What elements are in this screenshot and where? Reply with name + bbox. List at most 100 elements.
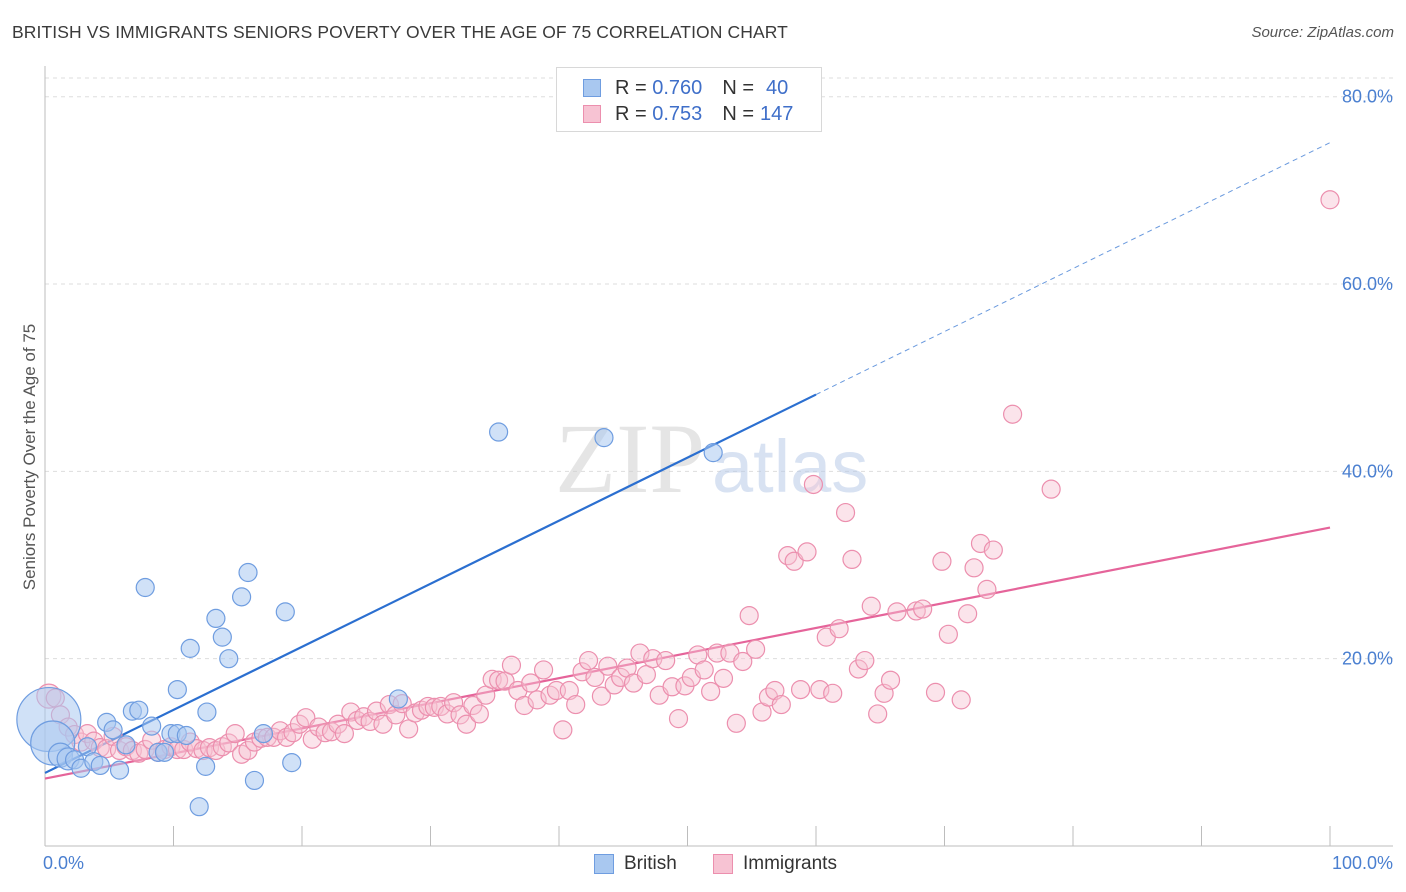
british-point [196,756,216,776]
immigrants-point [835,502,856,523]
immigrants-point [797,542,817,562]
british-point [219,649,239,669]
british-point [206,608,226,629]
immigrants-point [450,705,470,725]
british-point [103,720,123,740]
british-point [129,700,149,720]
immigrants-point [964,558,984,578]
correlation-legend: R = 0.760 N = 40 R = 0.753 N = 147 [556,67,822,132]
immigrants-point [399,719,419,739]
bottom-legend-british: British [594,852,677,876]
immigrants-point [636,665,656,685]
british-point [232,587,252,607]
immigrants-point [431,696,451,717]
immigrants-point [604,675,624,695]
immigrants-point [932,551,952,571]
immigrants-point [521,673,541,693]
watermark-atlas: atlas [712,425,868,508]
immigrants-point [765,680,785,701]
immigrants-point [694,660,714,680]
immigrants-point [1320,190,1340,210]
y-tick-label: 20.0% [1342,649,1393,669]
immigrants-point [938,624,958,644]
immigrants-point [456,714,477,734]
immigrants-point [656,650,676,671]
legend-immigrants-n-value: 147 [760,102,794,125]
british-point [135,577,155,598]
x-tick-label: 0.0% [43,853,84,873]
immigrants-point [559,680,579,701]
immigrants-point [668,709,689,729]
y-tick-label: 40.0% [1342,461,1393,481]
british-point [489,422,509,442]
immigrants-point [469,704,489,724]
trend-line-british-extension [815,142,1331,396]
immigrants-point [855,650,875,671]
legend-british-r-value: 0.760 [652,76,703,99]
immigrants-point [951,690,971,710]
y-tick-label: 80.0% [1342,87,1393,107]
bottom-british-swatch [594,854,614,874]
x-tick-label: 100.0% [1332,853,1393,873]
immigrants-point [591,686,612,706]
chart-source: Source: ZipAtlas.com [1251,24,1394,41]
immigrants-point [598,656,618,676]
british-point [282,753,302,773]
immigrants-point [296,708,316,728]
immigrants-swatch [583,105,601,123]
immigrants-point [887,602,907,622]
trend-british [44,142,1331,774]
points-immigrants [36,190,1340,764]
british-swatch [583,79,601,97]
british-point [176,725,196,746]
immigrants-point [739,605,759,626]
immigrants-point [733,651,753,672]
british-point [167,679,187,700]
bottom-legend-immigrants: Immigrants [713,852,837,876]
y-tick-label: 60.0% [1342,274,1393,294]
bottom-legend-british-label: British [624,853,677,874]
immigrants-point [746,639,766,659]
legend-row-immigrants: R = 0.753 N = 147 [583,102,793,126]
legend-british-n-label: N = [722,76,754,99]
immigrants-point [476,685,496,705]
tick-labels: 20.0% 40.0% 60.0% 80.0% 0.0% 100.0% [43,87,1393,873]
british-point [142,716,162,736]
immigrants-point [1003,404,1023,424]
immigrants-point [726,713,746,733]
british-point [244,770,265,791]
immigrants-point [373,714,393,734]
immigrants-point [527,690,547,710]
immigrants-point [489,670,509,690]
immigrants-point [701,681,721,702]
immigrants-point [533,660,554,680]
immigrants-point [225,724,245,744]
immigrants-point [977,579,997,599]
british-point [180,638,200,658]
immigrants-point [925,682,946,703]
british-point [253,724,274,744]
british-point [238,562,258,583]
immigrants-point [219,733,239,753]
immigrants-point [868,704,888,724]
immigrants-point [334,724,355,744]
immigrants-point [1041,479,1061,499]
british-point [197,702,217,722]
immigrants-point [829,619,849,639]
chart-title: BRITISH VS IMMIGRANTS SENIORS POVERTY OV… [12,22,788,42]
immigrants-point [803,474,824,495]
bottom-legend-immigrants-label: Immigrants [743,853,837,874]
legend-row-british: R = 0.760 N = 40 [583,76,788,100]
legend-immigrants-n-label: N = [722,102,754,125]
y-axis-label: Seniors Poverty Over the Age of 75 [20,324,39,590]
british-point [212,627,232,647]
immigrants-point [328,714,348,734]
immigrants-point [842,549,862,570]
trend-line-british [44,393,817,774]
points-british [16,422,723,817]
immigrants-point [784,551,804,571]
legend-british-n-value: 40 [766,76,789,99]
immigrants-point [713,668,734,688]
british-point [90,755,110,776]
